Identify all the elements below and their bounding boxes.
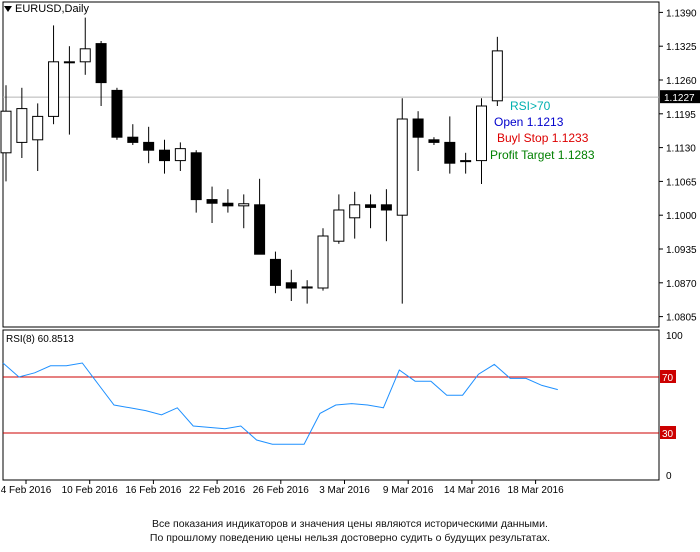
open-annotation: Open 1.1213	[494, 115, 564, 129]
time-tick-label: 3 Mar 2016	[319, 485, 370, 496]
candle-body	[412, 118, 424, 138]
price-tick-label: 1.0935	[666, 245, 697, 256]
time-axis: 4 Feb 2016 10 Feb 2016 16 Feb 2016 22 Feb 2…	[1, 480, 564, 496]
current-price-label: 1.1227	[664, 93, 695, 104]
disclaimer-line-2: По прошлому поведению цены нельзя достов…	[149, 532, 551, 544]
candle-body	[238, 203, 250, 207]
candle-body	[206, 199, 218, 204]
candle-body	[79, 48, 91, 63]
time-tick-label: 26 Feb 2016	[253, 485, 310, 496]
candle-body	[63, 61, 75, 64]
time-tick-label: 10 Feb 2016	[62, 485, 119, 496]
rsi-panel-group: RSI(8) 60.8513 70 30 100 0	[2, 331, 683, 482]
price-tick-label: 1.1325	[666, 42, 697, 53]
candle-body	[269, 258, 281, 286]
chart-header[interactable]: EURUSD,Daily	[4, 3, 89, 15]
candle-body	[159, 149, 170, 162]
candle-body	[127, 136, 139, 143]
price-tick-label: 1.1000	[666, 211, 697, 222]
price-tick-label: 1.0870	[666, 279, 697, 290]
rsi-level-badge	[660, 370, 676, 383]
time-tick-label: 4 Feb 2016	[1, 485, 52, 496]
time-tick-label: 14 Mar 2016	[444, 485, 501, 496]
candle-body	[254, 204, 266, 255]
price-tick-label: 1.1065	[666, 177, 697, 188]
symbol-label: EURUSD,Daily	[15, 3, 89, 15]
price-tick-label: 1.1390	[666, 8, 697, 19]
candle-body	[444, 141, 456, 164]
candle-body	[380, 204, 392, 211]
price-panel-border	[2, 1, 660, 328]
candle-body	[190, 152, 202, 201]
candles-group	[0, 17, 503, 304]
candle-body	[111, 89, 123, 138]
annotations-group: RSI>70 Open 1.1213 Buyl Stop 1.1233 Prof…	[490, 99, 595, 162]
candle-body	[396, 118, 408, 216]
price-tick-label: 1.1195	[666, 110, 696, 121]
target-annotation: Profit Target 1.1283	[490, 148, 595, 162]
time-tick-label: 16 Feb 2016	[125, 485, 182, 496]
candle-body	[285, 282, 297, 289]
candle-body	[16, 108, 28, 143]
rsi-label: RSI(8) 60.8513	[6, 334, 74, 345]
candle-body	[349, 204, 361, 219]
candle-body	[48, 61, 60, 117]
candle-body	[32, 115, 44, 141]
candle-body	[460, 160, 472, 163]
candle-body	[222, 202, 234, 207]
time-tick-label: 9 Mar 2016	[383, 485, 434, 496]
candle-body	[0, 110, 12, 154]
chart-svg: 1.1390 1.1325 1.1260 1.1195 1.1130 1.1065 1.10…	[0, 1, 700, 496]
rsi-panel-border	[2, 329, 660, 481]
price-tick-label: 1.1130	[666, 144, 696, 155]
stop-annotation: Buyl Stop 1.1233	[497, 131, 589, 145]
rsi-signal-annotation: RSI>70	[510, 99, 551, 113]
candle-body	[491, 50, 503, 102]
candle-body	[143, 141, 155, 151]
time-tick-label: 22 Feb 2016	[189, 485, 246, 496]
rsi-tick-label: 0	[666, 471, 672, 482]
candle-body	[301, 286, 313, 289]
price-tick-label: 1.0805	[666, 313, 697, 324]
rsi-tick-label: 100	[666, 331, 683, 342]
chart-frame	[2, 1, 660, 481]
price-tick-label: 1.1260	[666, 76, 697, 87]
time-tick-label: 18 Mar 2016	[508, 485, 565, 496]
rsi-level-label: 30	[662, 429, 674, 440]
candle-body	[95, 43, 107, 84]
dropdown-triangle-icon[interactable]	[4, 6, 12, 12]
disclaimer-line-1: Все показания индикаторов и значения цен…	[152, 518, 548, 530]
current-price-badge	[660, 90, 700, 104]
rsi-level-badge	[660, 426, 676, 439]
price-axis: 1.1390 1.1325 1.1260 1.1195 1.1130 1.1065 1.10…	[659, 8, 700, 324]
candle-body	[317, 235, 329, 289]
rsi-line	[2, 362, 558, 445]
rsi-level-label: 70	[662, 373, 674, 384]
candle-body	[174, 148, 186, 162]
candle-body	[476, 105, 487, 162]
candle-body	[428, 139, 440, 143]
candle-body	[365, 204, 377, 208]
candle-body	[333, 209, 345, 242]
